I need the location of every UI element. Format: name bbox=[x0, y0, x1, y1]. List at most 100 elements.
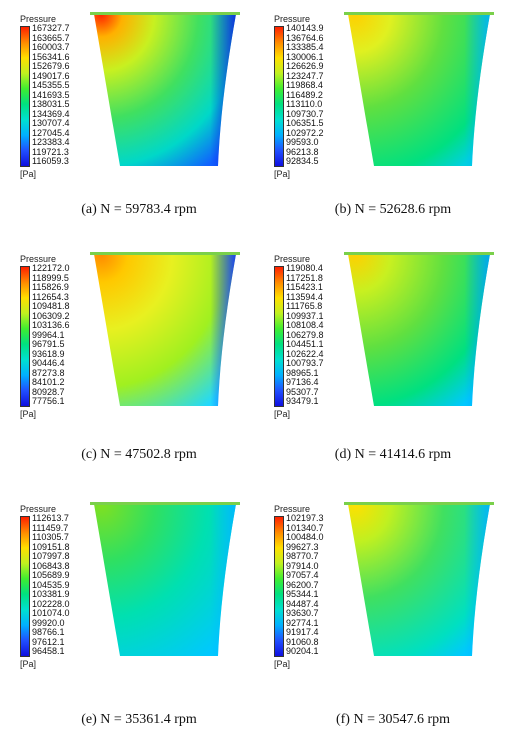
colorbar bbox=[20, 266, 30, 407]
tick-label: 99920.0 bbox=[32, 617, 65, 628]
contour-panel: Pressure 122172.0 118999.5 115826.9 112654.3… bbox=[18, 250, 268, 490]
tick-label: 97136.4 bbox=[286, 377, 319, 387]
blade-edge-shading bbox=[94, 14, 236, 166]
tick-label: 105689.9 bbox=[32, 570, 70, 580]
tick-label: 103381.9 bbox=[32, 589, 70, 599]
unit-label: [Pa] bbox=[20, 169, 37, 179]
blade-pressure-contour bbox=[90, 252, 240, 406]
tick-label: 106843.8 bbox=[32, 560, 70, 571]
colorbar-tick-labels: 140143.9 136764.6 133385.4 130006.1 126626.9… bbox=[286, 23, 324, 167]
colorbar-tick-labels: 112613.7 111459.7 110305.7 109151.8 107997.8… bbox=[32, 513, 70, 657]
tick-label: 119080.4 bbox=[286, 263, 323, 273]
unit-label: [Pa] bbox=[20, 409, 37, 419]
tick-label: 140143.9 bbox=[286, 23, 324, 33]
tick-label: 145355.5 bbox=[32, 80, 70, 90]
tick-label: 152679.6 bbox=[32, 61, 70, 71]
tick-label: 96213.8 bbox=[286, 146, 319, 157]
contour-panel: Pressure 102197.3 101340.7 100484.0 99627.3 9… bbox=[272, 500, 510, 740]
tick-label: 113110.0 bbox=[286, 99, 323, 109]
tick-label: 97057.4 bbox=[286, 570, 319, 580]
tick-label: 80928.7 bbox=[32, 386, 65, 397]
legend-title: Pressure bbox=[274, 254, 311, 264]
legend-title: Pressure bbox=[20, 504, 57, 514]
tick-label: 107997.8 bbox=[32, 551, 70, 561]
panel-caption: (f) N = 30547.6 rpm bbox=[335, 712, 451, 727]
tick-label: 119868.4 bbox=[286, 80, 323, 90]
panel-caption: (e) N = 35361.4 rpm bbox=[81, 712, 197, 727]
legend-title: Pressure bbox=[20, 254, 57, 264]
tick-label: 116489.2 bbox=[286, 89, 323, 100]
tick-label: 109937.1 bbox=[286, 310, 324, 321]
tick-label: 134369.4 bbox=[32, 108, 70, 119]
tick-label: 160003.7 bbox=[32, 42, 70, 52]
blade-edge-shading bbox=[94, 504, 236, 656]
blade-pressure-contour bbox=[90, 12, 240, 166]
tick-label: 98766.1 bbox=[32, 627, 65, 637]
tick-label: 99627.3 bbox=[286, 541, 319, 552]
tick-label: 138031.5 bbox=[32, 99, 70, 109]
tick-label: 127045.4 bbox=[32, 127, 70, 138]
tick-label: 102972.2 bbox=[286, 127, 324, 138]
tick-label: 136764.6 bbox=[286, 32, 324, 43]
tick-label: 94487.4 bbox=[286, 598, 319, 609]
panel-caption: (d) N = 41414.6 rpm bbox=[334, 447, 452, 462]
tick-label: 98965.1 bbox=[286, 367, 319, 378]
blade-tip-strip bbox=[90, 12, 240, 15]
blade-pressure-contour bbox=[344, 12, 494, 166]
tick-label: 106279.8 bbox=[286, 329, 324, 340]
tick-label: 115423.1 bbox=[286, 282, 323, 292]
tick-label: 91060.8 bbox=[286, 636, 319, 647]
colorbar-tick-labels: 167327.7 163665.7 160003.7 156341.6 152679.6… bbox=[32, 23, 70, 167]
panel-caption: (b) N = 52628.6 rpm bbox=[334, 202, 452, 217]
tick-label: 95307.7 bbox=[286, 386, 319, 397]
tick-label: 93479.1 bbox=[286, 396, 319, 406]
tick-label: 119721.3 bbox=[32, 146, 69, 157]
blade-tip-strip bbox=[344, 502, 494, 505]
contour-panel: Pressure 112613.7 111459.7 110305.7 109151.8… bbox=[18, 500, 268, 740]
tick-label: 115826.9 bbox=[32, 282, 69, 292]
tick-label: 141693.5 bbox=[32, 89, 70, 100]
tick-label: 93630.7 bbox=[286, 608, 319, 618]
tick-label: 93618.9 bbox=[32, 348, 65, 359]
tick-label: 101340.7 bbox=[286, 522, 324, 533]
tick-label: 92834.5 bbox=[286, 156, 319, 166]
tick-label: 96200.7 bbox=[286, 579, 319, 590]
blade-tip-strip bbox=[344, 12, 494, 15]
tick-label: 123247.7 bbox=[286, 70, 324, 81]
contour-panel: Pressure 140143.9 136764.6 133385.4 130006.1… bbox=[272, 10, 510, 250]
tick-label: 112613.7 bbox=[32, 513, 69, 523]
colorbar-tick-labels: 102197.3 101340.7 100484.0 99627.3 98770.7 97… bbox=[286, 513, 324, 657]
tick-label: 87273.8 bbox=[32, 367, 65, 378]
tick-label: 111459.7 bbox=[32, 522, 69, 533]
colorbar bbox=[20, 26, 30, 167]
unit-label: [Pa] bbox=[274, 409, 291, 419]
colorbar bbox=[20, 516, 30, 657]
tick-label: 109730.7 bbox=[286, 108, 324, 119]
blade-pressure-contour bbox=[90, 502, 240, 656]
unit-label: [Pa] bbox=[274, 169, 291, 179]
blade-edge-shading bbox=[348, 14, 490, 166]
tick-label: 101074.0 bbox=[32, 608, 70, 618]
unit-label: [Pa] bbox=[20, 659, 37, 669]
tick-label: 126626.9 bbox=[286, 61, 324, 71]
panel-caption: (a) N = 59783.4 rpm bbox=[81, 202, 197, 217]
colorbar bbox=[274, 266, 284, 407]
tick-label: 111765.8 bbox=[286, 301, 323, 311]
tick-label: 109151.8 bbox=[32, 541, 70, 552]
tick-label: 98770.7 bbox=[286, 551, 319, 561]
colorbar bbox=[274, 26, 284, 167]
contour-panel: Pressure 167327.7 163665.7 160003.7 156341.6… bbox=[18, 10, 268, 250]
tick-label: 118999.5 bbox=[32, 272, 69, 283]
unit-label: [Pa] bbox=[274, 659, 291, 669]
tick-label: 102622.4 bbox=[286, 348, 324, 359]
tick-label: 90446.4 bbox=[32, 358, 65, 368]
tick-label: 96791.5 bbox=[32, 339, 65, 349]
tick-label: 97914.0 bbox=[286, 560, 319, 571]
tick-label: 109481.8 bbox=[32, 301, 70, 311]
tick-label: 96458.1 bbox=[32, 646, 65, 656]
tick-label: 102228.0 bbox=[32, 598, 70, 609]
blade-tip-strip bbox=[90, 252, 240, 255]
colorbar-tick-labels: 122172.0 118999.5 115826.9 112654.3 109481.8… bbox=[32, 263, 70, 407]
blade-pressure-contour bbox=[344, 252, 494, 406]
tick-label: 77756.1 bbox=[32, 396, 65, 406]
